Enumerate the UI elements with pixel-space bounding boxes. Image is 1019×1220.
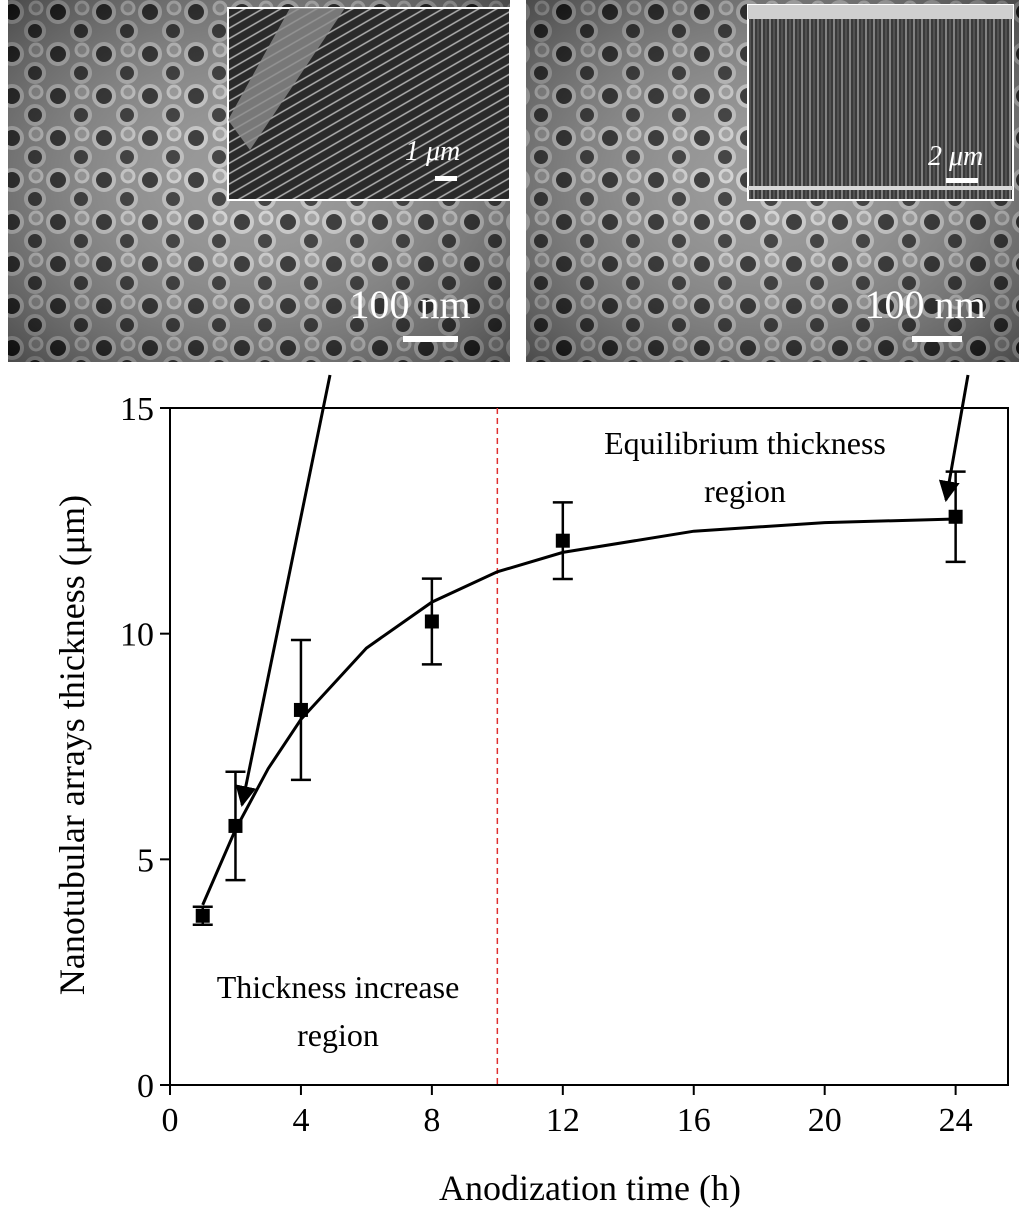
data-point	[948, 509, 963, 524]
fit-curve	[201, 517, 956, 906]
micrograph: 2 μm 100 nm	[526, 0, 1019, 362]
scale-label: 100 nm	[864, 282, 985, 327]
data-point	[195, 908, 210, 923]
data-point	[228, 818, 243, 833]
annotation: region	[704, 473, 786, 509]
data-point	[424, 614, 439, 629]
pointer-arrow	[938, 374, 970, 503]
data-point	[555, 533, 570, 548]
data-point	[293, 702, 308, 717]
y-tick-label: 0	[137, 1068, 154, 1105]
x-tick-label: 8	[423, 1102, 440, 1139]
x-tick-label: 0	[162, 1102, 179, 1139]
x-tick-label: 4	[292, 1102, 309, 1139]
scale-label: 100 nm	[349, 282, 470, 327]
inset-scale-label: 2 μm	[928, 141, 983, 172]
micrograph: 1 μm 100 nm	[8, 0, 511, 362]
x-tick-label: 12	[546, 1102, 580, 1139]
x-tick-label: 20	[808, 1102, 842, 1139]
y-tick-label: 5	[137, 842, 154, 879]
x-tick-label: 16	[677, 1102, 711, 1139]
inset-scale-label: 1 μm	[405, 136, 460, 167]
x-tick-label: 24	[939, 1102, 973, 1139]
annotation: Equilibrium thickness	[604, 425, 886, 461]
annotation: region	[297, 1017, 379, 1053]
annotation: Thickness increase	[217, 969, 460, 1005]
x-axis-label: Anodization time (h)	[439, 1168, 741, 1208]
y-tick-label: 15	[120, 391, 154, 428]
pointer-arrow	[235, 374, 332, 808]
plot-frame	[169, 407, 1009, 1086]
y-axis-label: Nanotubular arrays thickness (μm)	[52, 495, 92, 995]
y-tick-label: 10	[120, 617, 154, 654]
